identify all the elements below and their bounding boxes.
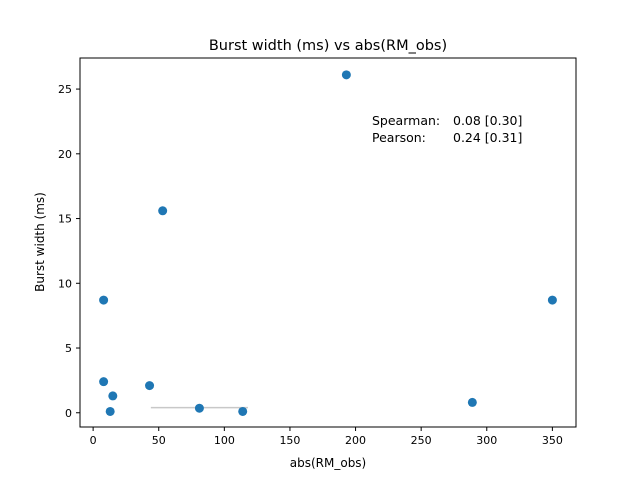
data-point xyxy=(467,397,477,407)
y-tick-label: 20 xyxy=(58,148,72,161)
correlation-annotation: Spearman: 0.08 [0.30] Pearson: 0.24 [0.31] xyxy=(372,113,522,145)
data-point xyxy=(238,406,248,416)
x-axis: 0 50 100 150 200 250 300 350 xyxy=(90,427,563,447)
x-tick-label: 200 xyxy=(345,434,366,447)
plot-marks xyxy=(99,70,557,416)
y-axis-label: Burst width (ms) xyxy=(33,192,47,292)
x-tick-label: 150 xyxy=(279,434,300,447)
annotation-value: 0.08 [0.30] xyxy=(453,113,522,128)
plot-frame xyxy=(79,57,577,428)
x-tick-label: 50 xyxy=(152,434,166,447)
data-point xyxy=(341,70,351,80)
data-point xyxy=(158,206,168,216)
x-tick-label: 300 xyxy=(476,434,497,447)
x-tick-label: 0 xyxy=(90,434,97,447)
data-point xyxy=(99,295,109,305)
y-tick-label: 15 xyxy=(58,213,72,226)
data-point xyxy=(145,381,155,391)
x-tick-label: 100 xyxy=(214,434,235,447)
data-point xyxy=(194,403,204,413)
y-tick-label: 25 xyxy=(58,83,72,96)
y-tick-label: 10 xyxy=(58,277,72,290)
y-tick-label: 5 xyxy=(65,342,72,355)
data-point xyxy=(108,391,118,401)
annotation-label: Pearson: xyxy=(372,130,426,145)
x-tick-label: 250 xyxy=(411,434,432,447)
data-point xyxy=(547,295,557,305)
x-axis-label: abs(RM_obs) xyxy=(290,456,367,470)
y-axis: 0 5 10 15 20 25 xyxy=(58,83,80,420)
annotation-label: Spearman: xyxy=(372,113,440,128)
x-tick-label: 350 xyxy=(542,434,563,447)
annotation-value: 0.24 [0.31] xyxy=(453,130,522,145)
chart-title: Burst width (ms) vs abs(RM_obs) xyxy=(209,38,447,54)
data-point xyxy=(99,377,109,387)
data-point xyxy=(105,406,115,416)
y-tick-label: 0 xyxy=(65,407,72,420)
